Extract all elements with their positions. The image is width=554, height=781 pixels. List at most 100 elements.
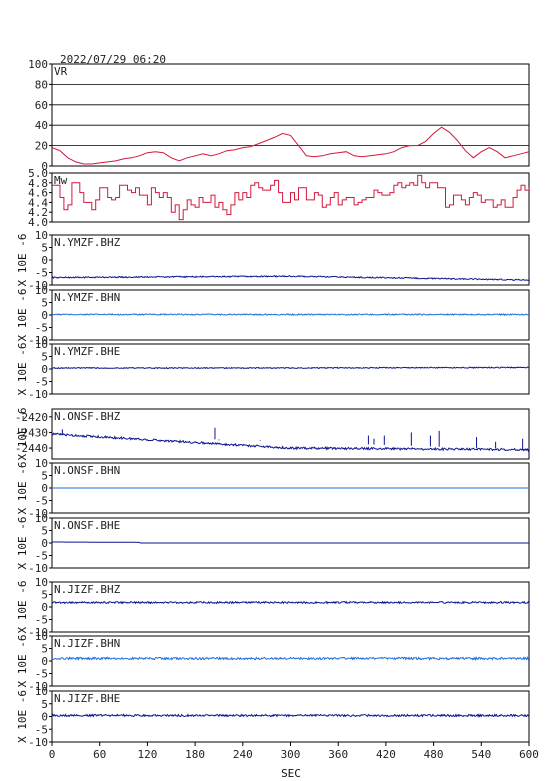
y-tick-label: 0 [41,711,48,724]
y-tick-label: 5 [41,242,48,255]
y-tick-label: 10 [35,457,48,470]
y-tick-label: 0 [41,537,48,550]
y-tick-label: 0 [41,482,48,495]
y-tick-label: 5 [41,589,48,602]
panel-title: N.YMZF.BHN [54,291,120,304]
y-tick-label: 0 [41,160,48,173]
x-tick-label: 540 [471,748,491,761]
y-tick-label: 80 [35,78,48,91]
y-tick-label: 4.4 [28,196,48,209]
y-tick-label: -10 [28,562,48,575]
y-tick-label: 40 [35,119,48,132]
y-tick-label: 10 [35,685,48,698]
y-tick-label: 100 [28,58,48,71]
x-axis-label: SEC [281,767,301,780]
y-tick-label: 0 [41,254,48,267]
y-tick-label: -10 [28,680,48,693]
y-tick-label: -5 [35,550,48,563]
y-tick-label: 10 [35,284,48,297]
panel-frame [51,289,530,341]
y-tick-label: 5 [41,698,48,711]
y-tick-label: -5 [35,614,48,627]
panel-title: N.YMZF.BHE [54,345,120,358]
panel-frame [51,690,530,743]
series-line [52,126,529,165]
panel-title: N.JIZF.BHE [54,692,120,705]
series-line [52,713,529,718]
y-axis-label: X 10E -6 [16,408,29,461]
y-tick-label: 10 [35,512,48,525]
series-line [52,600,529,605]
y-tick-label: 10 [35,338,48,351]
panel-frame [51,581,530,633]
y-tick-label: 4.6 [28,187,48,200]
y-tick-label: 0 [41,655,48,668]
panel-title: N.ONSF.BHE [54,519,120,532]
y-tick-label: -10 [28,279,48,292]
panel-1: 4.04.24.44.64.85.0 Mw [28,167,530,229]
y-tick-label: 5 [41,525,48,538]
y-tick-label: 5 [41,643,48,656]
panel-title: VR [54,65,68,78]
y-axis-label: X 10E -6 [16,234,29,287]
x-tick-label: 240 [233,748,253,761]
y-axis-label: X 10E -6 [16,517,29,570]
series-line [52,313,529,316]
y-tick-label: 5.0 [28,167,48,180]
y-tick-label: 4.2 [28,206,48,219]
y-tick-label: -5 [35,668,48,681]
panel-title: N.JIZF.BHN [54,637,120,650]
panel-title: Mw [54,174,68,187]
y-tick-label: -5 [35,376,48,389]
y-tick-label: 10 [35,630,48,643]
series-line [52,541,529,544]
y-tick-label: -2420 [15,411,48,424]
y-tick-label: -10 [28,507,48,520]
y-tick-label: 10 [35,229,48,242]
x-tick-label: 120 [137,748,157,761]
y-axis-label: X 10E -6 [16,462,29,515]
panel-0: 0 20 40 60 80 100 VR [28,58,530,173]
panel-title: N.ONSF.BHN [54,464,120,477]
y-tick-label: -5 [35,322,48,335]
x-tick-label: 0 [49,748,56,761]
panel-title: N.ONSF.BHZ [54,410,121,423]
y-tick-label: -10 [28,626,48,639]
y-tick-label: 20 [35,140,48,153]
x-tick-label: 480 [424,748,444,761]
y-tick-label: 4.0 [28,216,48,229]
series-line [52,174,529,221]
y-tick-label: -10 [28,736,48,749]
y-tick-label: -2430 [15,426,48,439]
y-tick-label: 0 [41,309,48,322]
y-axis-label: X 10E -6 [16,581,29,634]
panel-5: -2440 -2430 -2420 N.ONSF.BHZ X 10E -6 [15,408,530,461]
y-tick-label: 5 [41,297,48,310]
y-axis-label: X 10E -6 [16,635,29,688]
x-tick-label: 600 [519,748,539,761]
y-axis-label: X 10E -6 [16,690,29,743]
panel-frame [51,408,530,460]
y-tick-label: -10 [28,388,48,401]
x-tick-label: 300 [281,748,301,761]
series-line [52,432,529,452]
series-line [52,656,529,662]
y-tick-label: 60 [35,99,48,112]
timestamp-header: 2022/07/29 06:20 [60,53,166,66]
y-tick-label: -10 [28,334,48,347]
series-line [52,366,529,370]
y-axis-label: X 10E -6 [16,289,29,342]
series-line [52,274,529,281]
y-tick-label: -2440 [15,442,48,455]
panel-frame [51,63,530,167]
panel-title: N.YMZF.BHZ [54,236,121,249]
x-tick-label: 360 [328,748,348,761]
panel-frame [51,343,530,395]
panel-stack: 020406080100VR4.04.24.44.64.85.0Mw-10-50… [15,58,530,749]
